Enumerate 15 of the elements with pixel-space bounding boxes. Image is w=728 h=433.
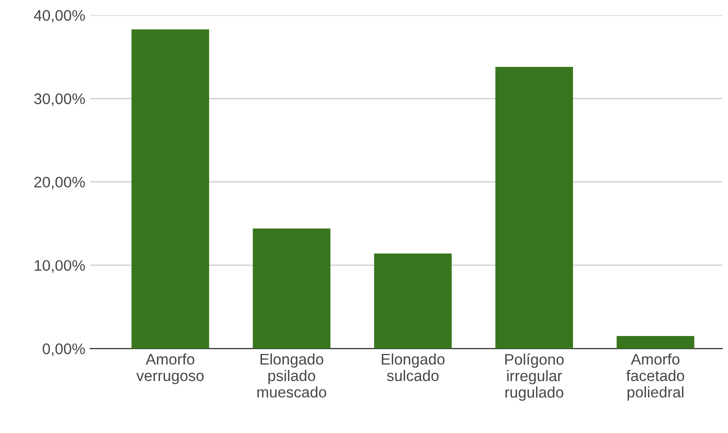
bar bbox=[374, 254, 452, 349]
x-tick-label: Elongado psilado muescado bbox=[257, 353, 326, 398]
y-tick-label: 10,00% bbox=[34, 260, 85, 273]
bar bbox=[616, 336, 694, 349]
y-tick-label: 20,00% bbox=[34, 176, 85, 190]
bar bbox=[495, 66, 573, 349]
y-tick-label: 40,00% bbox=[34, 10, 85, 23]
bar bbox=[132, 29, 210, 349]
y-tick-label: 0,00% bbox=[42, 343, 85, 356]
y-tick-label: 30,00% bbox=[34, 93, 85, 106]
x-tick-label: Amorfo verrugoso bbox=[136, 353, 204, 384]
x-tick-label: Polígono irregular rugulado bbox=[505, 353, 564, 401]
x-tick-label: Elongado sulcado bbox=[382, 353, 445, 382]
bar bbox=[252, 228, 330, 349]
x-tick-label: Amorfo facetado poliedral bbox=[626, 353, 684, 401]
